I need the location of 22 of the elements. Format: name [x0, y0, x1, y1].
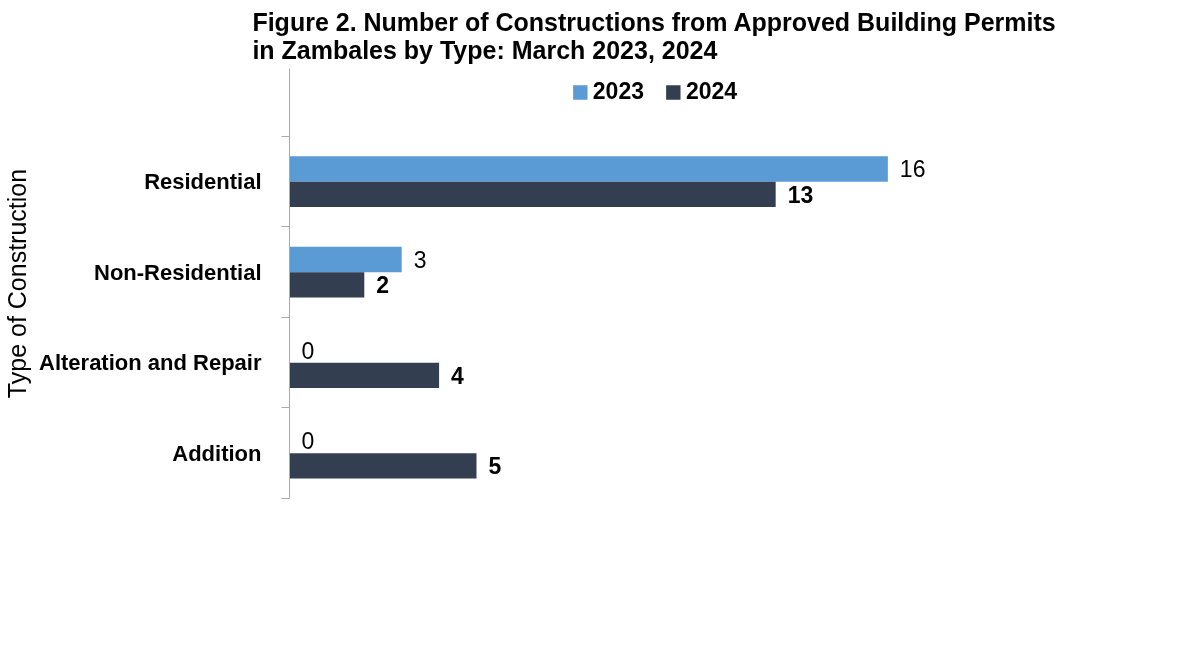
data-label: 2	[376, 272, 390, 299]
bar	[289, 362, 440, 389]
y-tick-label: Addition	[172, 440, 262, 466]
data-label: 13	[787, 181, 814, 208]
legend-label: 2023	[592, 78, 644, 105]
y-tick-label: Non-Residential	[94, 259, 262, 285]
bar	[289, 272, 365, 298]
chart-title: Figure 2. Number of Constructions from Approved Building Permits in Zambales by Type: March 2023, 2024	[252, 7, 1056, 64]
y-axis-title: Type of Construction	[3, 168, 32, 399]
bar	[289, 156, 888, 182]
data-label: 5	[488, 453, 502, 480]
data-label: 3	[413, 247, 427, 274]
data-label: 4	[451, 362, 465, 389]
y-tick-label: Alteration and Repair	[39, 350, 262, 376]
legend-label: 2024	[686, 78, 738, 105]
data-label: 0	[301, 337, 315, 364]
bar	[289, 181, 776, 208]
data-label: 0	[301, 428, 315, 455]
data-label: 16	[899, 156, 926, 183]
y-tick-label: Residential	[144, 169, 262, 195]
bar	[289, 453, 477, 479]
bar	[289, 246, 402, 273]
